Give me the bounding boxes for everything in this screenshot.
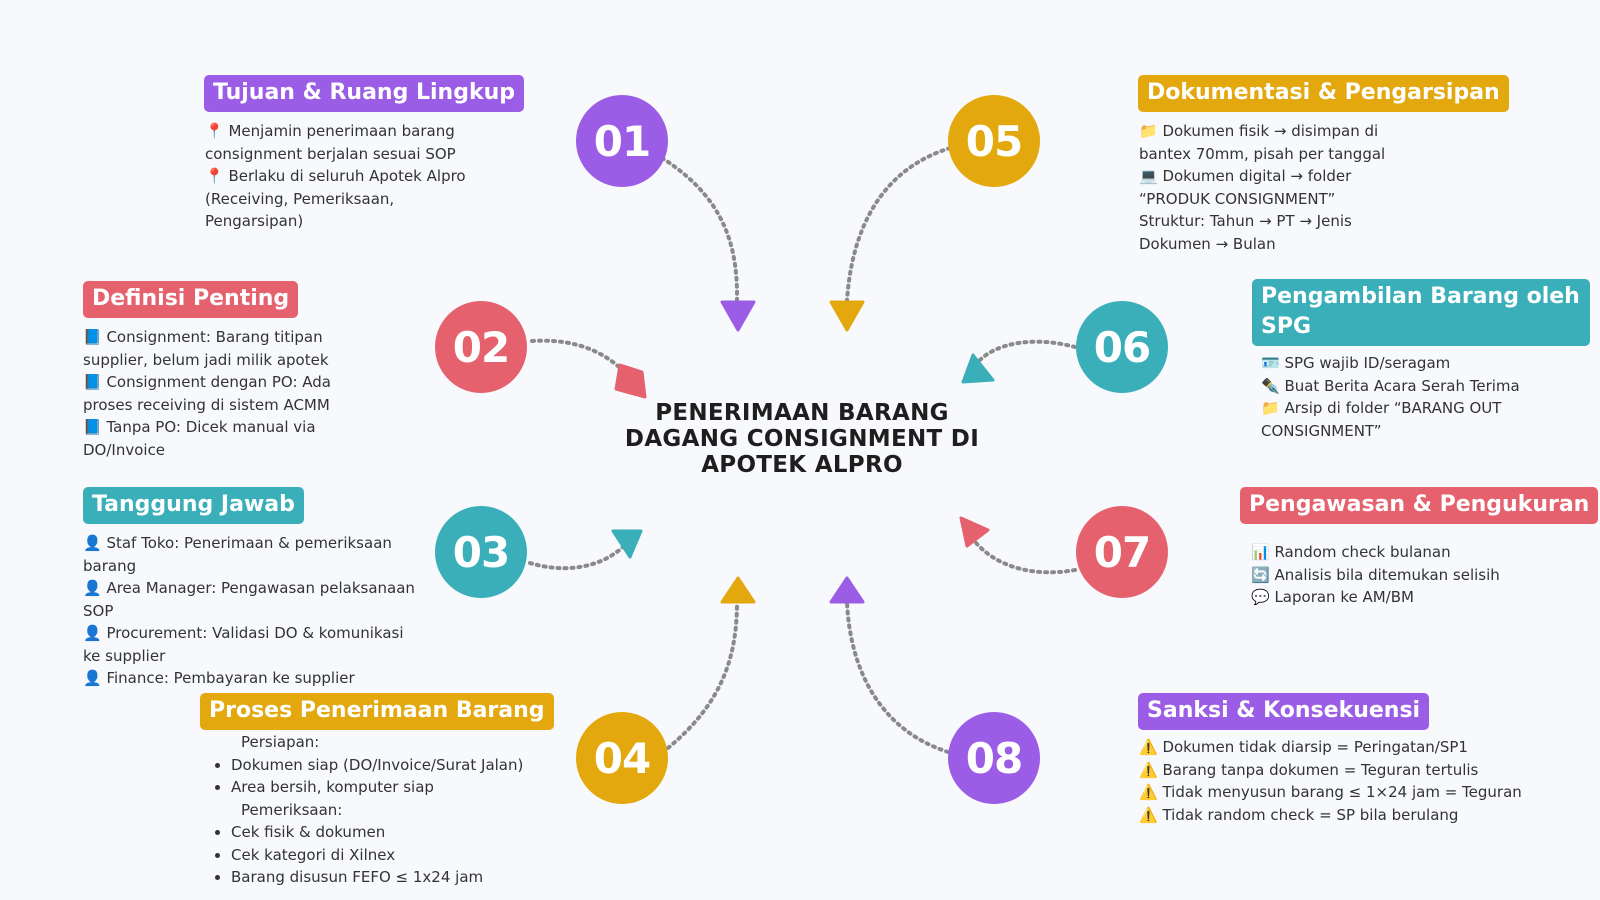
center-title: PENERIMAAN BARANG DAGANG CONSIGNMENT DI … xyxy=(624,400,980,478)
step-02-line: DO/Invoice xyxy=(83,440,166,459)
step-08-line: ⚠️ Barang tanpa dokumen = Teguran tertul… xyxy=(1139,760,1479,779)
list-item: Dokumen siap (DO/Invoice/Surat Jalan) xyxy=(231,754,523,777)
step-02-line: supplier, belum jadi milik apotek xyxy=(83,350,329,369)
step-03-line: 👤 Area Manager: Pengawasan pelaksanaan xyxy=(83,579,415,597)
step-06-description: 🪪 SPG wajib ID/seragam ✒️ Buat Berita Ac… xyxy=(1261,352,1520,442)
step-02-circle: 02 xyxy=(435,301,527,393)
step-05-line: bantex 70mm, pisah per tanggal xyxy=(1139,144,1386,163)
step-07-line: 🔄 Analisis bila ditemukan selisih xyxy=(1251,565,1500,584)
step-02-line: 📘 Tanpa PO: Dicek manual via xyxy=(83,418,316,436)
step-06-circle: 06 xyxy=(1076,301,1168,393)
arrow-04 xyxy=(666,600,739,750)
step-06-line: 📁 Arsip di folder “BARANG OUT xyxy=(1261,399,1502,417)
list-item: Cek kategori di Xilnex xyxy=(231,844,523,867)
step-06-line: CONSIGNMENT” xyxy=(1261,421,1382,440)
arrowhead-02 xyxy=(614,363,647,399)
step-05-circle: 05 xyxy=(948,95,1040,187)
step-08-circle: 08 xyxy=(948,712,1040,804)
arrow-06 xyxy=(978,339,1077,362)
step-05-line: “PRODUK CONSIGNMENT” xyxy=(1139,189,1336,208)
step-05-description: 📁 Dokumen fisik → disimpan di bantex 70m… xyxy=(1139,120,1385,255)
arrowhead-08 xyxy=(829,576,865,604)
step-03-line: SOP xyxy=(83,601,114,620)
step-02-label: Definisi Penting xyxy=(83,281,299,318)
step-05-line: Struktur: Tahun → PT → Jenis xyxy=(1139,212,1352,230)
step-07-description: 📊 Random check bulanan 🔄 Analisis bila d… xyxy=(1251,541,1500,609)
step-06-line: 🪪 SPG wajib ID/seragam xyxy=(1261,354,1451,372)
step-02-line: 📘 Consignment dengan PO: Ada xyxy=(83,373,331,391)
list-item: Cek fisik & dokumen xyxy=(231,821,523,844)
step-04-label: Proses Penerimaan Barang xyxy=(200,693,554,730)
step-01-line: consignment berjalan sesuai SOP xyxy=(205,144,456,163)
step-03-line: ke supplier xyxy=(83,646,166,665)
step-01-description: 📍 Menjamin penerimaan barang consignment… xyxy=(205,120,466,233)
arrow-03 xyxy=(528,543,627,571)
list-item: Barang disusun FEFO ≤ 1x24 jam xyxy=(231,866,523,889)
step-03-line: 👤 Staf Toko: Penerimaan & pemeriksaan xyxy=(83,534,392,552)
step-05-line: 📁 Dokumen fisik → disimpan di xyxy=(1139,122,1379,140)
arrow-01 xyxy=(660,156,740,302)
step-04-description: Persiapan: Dokumen siap (DO/Invoice/Sura… xyxy=(205,731,523,889)
step-04-circle: 04 xyxy=(576,712,668,804)
step-03-label: Tanggung Jawab xyxy=(83,487,304,524)
step-03-description: 👤 Staf Toko: Penerimaan & pemeriksaan ba… xyxy=(83,532,415,690)
step-05-label: Dokumentasi & Pengarsipan xyxy=(1138,75,1509,112)
step-07-label: Pengawasan & Pengukuran xyxy=(1240,487,1599,524)
step-04-subheading: Pemeriksaan: xyxy=(241,800,343,819)
step-08-description: ⚠️ Dokumen tidak diarsip = Peringatan/SP… xyxy=(1139,736,1522,826)
step-04-subheading: Persiapan: xyxy=(241,733,320,751)
step-01-line: (Receiving, Pemeriksaan, xyxy=(205,189,395,208)
arrowhead-07 xyxy=(959,516,990,548)
step-07-circle: 07 xyxy=(1076,506,1168,598)
arrow-07 xyxy=(968,533,1077,575)
arrowhead-06 xyxy=(961,353,995,384)
list-item: Area bersih, komputer siap xyxy=(231,776,523,799)
arrow-08 xyxy=(845,600,950,754)
step-07-line: 📊 Random check bulanan xyxy=(1251,543,1451,561)
step-02-line: 📘 Consignment: Barang titipan xyxy=(83,328,323,346)
step-03-line: 👤 Finance: Pembayaran ke supplier xyxy=(83,669,355,687)
step-05-line: 💻 Dokumen digital → folder xyxy=(1139,167,1352,185)
arrowhead-05 xyxy=(829,300,865,332)
step-08-line: ⚠️ Tidak random check = SP bila berulang xyxy=(1139,805,1459,824)
step-01-label: Tujuan & Ruang Lingkup xyxy=(204,75,524,112)
step-08-line: ⚠️ Tidak menyusun barang ≤ 1×24 jam = Te… xyxy=(1139,783,1522,801)
step-03-circle: 03 xyxy=(435,506,527,598)
step-05-line: Dokumen → Bulan xyxy=(1139,234,1276,253)
step-01-line: 📍 Menjamin penerimaan barang xyxy=(205,122,455,140)
step-01-circle: 01 xyxy=(576,95,668,187)
step-01-line: Pengarsipan) xyxy=(205,212,304,230)
step-08-label: Sanksi & Konsekuensi xyxy=(1138,693,1430,730)
step-03-line: barang xyxy=(83,556,137,575)
step-06-label: Pengambilan Barang oleh SPG xyxy=(1252,279,1590,346)
step-08-line: ⚠️ Dokumen tidak diarsip = Peringatan/SP… xyxy=(1139,738,1468,756)
step-02-description: 📘 Consignment: Barang titipan supplier, … xyxy=(83,326,331,461)
step-04-list-persiapan: Dokumen siap (DO/Invoice/Surat Jalan) Ar… xyxy=(205,754,523,799)
step-07-line: 💬 Laporan ke AM/BM xyxy=(1251,588,1414,606)
arrow-02 xyxy=(530,338,632,380)
arrowhead-03 xyxy=(611,529,643,559)
arrowhead-04 xyxy=(720,576,756,604)
arrow-05 xyxy=(845,146,952,302)
step-02-line: proses receiving di sistem ACMM xyxy=(83,395,330,414)
step-06-line: ✒️ Buat Berita Acara Serah Terima xyxy=(1261,376,1520,395)
arrowhead-01 xyxy=(720,300,756,332)
step-04-list-pemeriksaan: Cek fisik & dokumen Cek kategori di Xiln… xyxy=(205,821,523,889)
step-01-line: 📍 Berlaku di seluruh Apotek Alpro xyxy=(205,167,466,185)
step-03-line: 👤 Procurement: Validasi DO & komunikasi xyxy=(83,624,404,642)
